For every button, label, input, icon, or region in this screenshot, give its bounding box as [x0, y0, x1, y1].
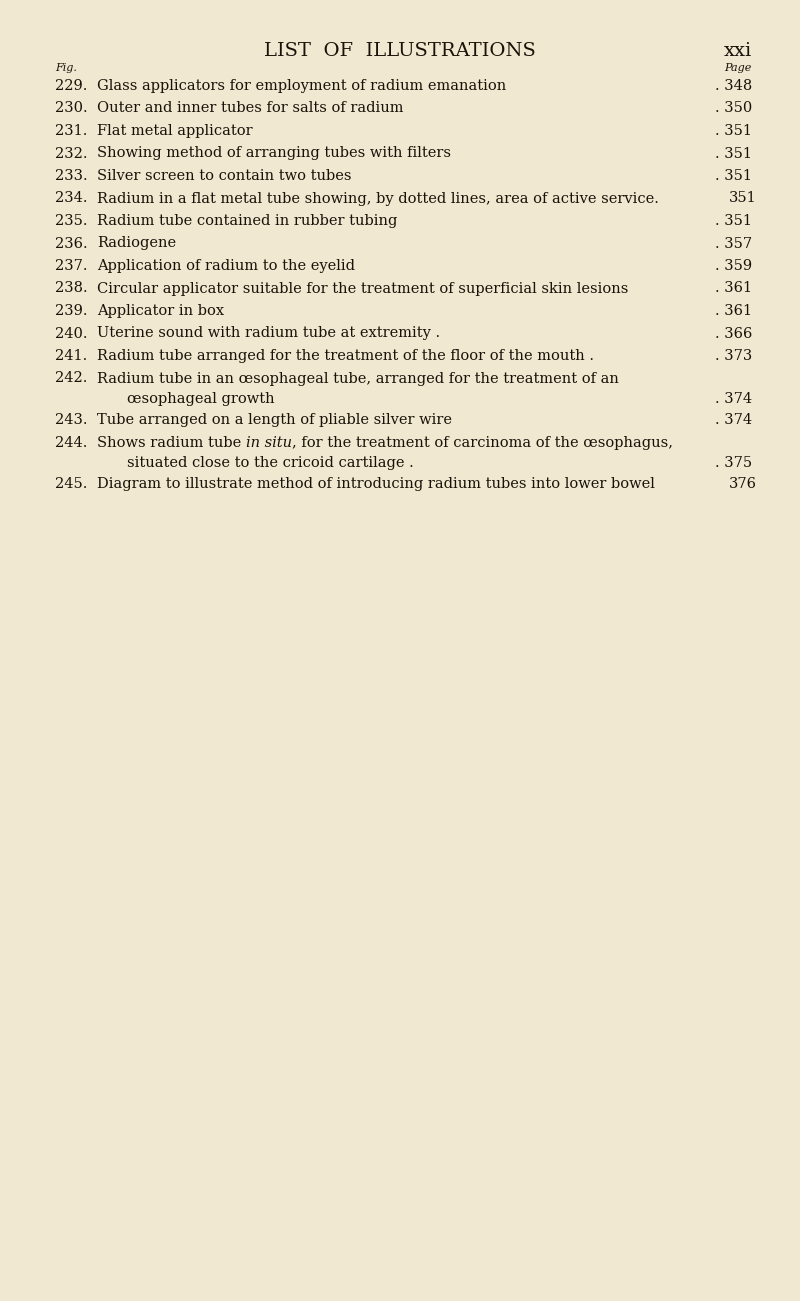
Text: Radium in a flat metal tube showing, by dotted lines, area of active service.: Radium in a flat metal tube showing, by …	[97, 191, 659, 206]
Text: 238.: 238.	[55, 281, 88, 295]
Text: 242.: 242.	[55, 372, 87, 385]
Text: . 351: . 351	[715, 147, 752, 160]
Text: . 361: . 361	[715, 281, 752, 295]
Text: . 361: . 361	[715, 304, 752, 317]
Text: LIST  OF  ILLUSTRATIONS: LIST OF ILLUSTRATIONS	[264, 42, 536, 60]
Text: Fig.: Fig.	[55, 62, 77, 73]
Text: 244.: 244.	[55, 436, 87, 450]
Text: . 374: . 374	[715, 392, 752, 406]
Text: . 348: . 348	[714, 79, 752, 92]
Text: . 366: . 366	[714, 327, 752, 341]
Text: . 375: . 375	[715, 455, 752, 470]
Text: 230.: 230.	[55, 101, 88, 116]
Text: 235.: 235.	[55, 213, 87, 228]
Text: 232.: 232.	[55, 147, 87, 160]
Text: . 374: . 374	[715, 414, 752, 427]
Text: xxi: xxi	[724, 42, 752, 60]
Text: . 350: . 350	[714, 101, 752, 116]
Text: Flat metal applicator: Flat metal applicator	[97, 124, 253, 138]
Text: Radium tube in an œsophageal tube, arranged for the treatment of an: Radium tube in an œsophageal tube, arran…	[97, 372, 619, 385]
Text: Applicator in box: Applicator in box	[97, 304, 224, 317]
Text: Radium tube contained in rubber tubing: Radium tube contained in rubber tubing	[97, 213, 398, 228]
Text: œsophageal growth: œsophageal growth	[127, 392, 274, 406]
Text: Glass applicators for employment of radium emanation: Glass applicators for employment of radi…	[97, 79, 506, 92]
Text: Circular applicator suitable for the treatment of superficial skin lesions: Circular applicator suitable for the tre…	[97, 281, 628, 295]
Text: Page: Page	[725, 62, 752, 73]
Text: Showing method of arranging tubes with filters: Showing method of arranging tubes with f…	[97, 147, 451, 160]
Text: 240.: 240.	[55, 327, 87, 341]
Text: 239.: 239.	[55, 304, 87, 317]
Text: Outer and inner tubes for salts of radium: Outer and inner tubes for salts of radiu…	[97, 101, 403, 116]
Text: in situ: in situ	[246, 436, 292, 450]
Text: 241.: 241.	[55, 349, 87, 363]
Text: Uterine sound with radium tube at extremity .: Uterine sound with radium tube at extrem…	[97, 327, 440, 341]
Text: 236.: 236.	[55, 237, 88, 251]
Text: 229.: 229.	[55, 79, 87, 92]
Text: 243.: 243.	[55, 414, 87, 427]
Text: . 373: . 373	[714, 349, 752, 363]
Text: 234.: 234.	[55, 191, 87, 206]
Text: Application of radium to the eyelid: Application of radium to the eyelid	[97, 259, 355, 273]
Text: 376: 376	[729, 477, 757, 492]
Text: 351: 351	[730, 191, 757, 206]
Text: 237.: 237.	[55, 259, 87, 273]
Text: 231.: 231.	[55, 124, 87, 138]
Text: , for the treatment of carcinoma of the œsophagus,: , for the treatment of carcinoma of the …	[292, 436, 673, 450]
Text: . 351: . 351	[715, 124, 752, 138]
Text: . 359: . 359	[715, 259, 752, 273]
Text: . 351: . 351	[715, 213, 752, 228]
Text: situated close to the cricoid cartilage .: situated close to the cricoid cartilage …	[127, 455, 414, 470]
Text: Radiogene: Radiogene	[97, 237, 176, 251]
Text: . 357: . 357	[715, 237, 752, 251]
Text: 233.: 233.	[55, 169, 88, 183]
Text: Silver screen to contain two tubes: Silver screen to contain two tubes	[97, 169, 351, 183]
Text: Shows radium tube: Shows radium tube	[97, 436, 246, 450]
Text: Radium tube arranged for the treatment of the floor of the mouth .: Radium tube arranged for the treatment o…	[97, 349, 594, 363]
Text: 245.: 245.	[55, 477, 87, 492]
Text: Tube arranged on a length of pliable silver wire: Tube arranged on a length of pliable sil…	[97, 414, 452, 427]
Text: . 351: . 351	[715, 169, 752, 183]
Text: Diagram to illustrate method of introducing radium tubes into lower bowel: Diagram to illustrate method of introduc…	[97, 477, 655, 492]
